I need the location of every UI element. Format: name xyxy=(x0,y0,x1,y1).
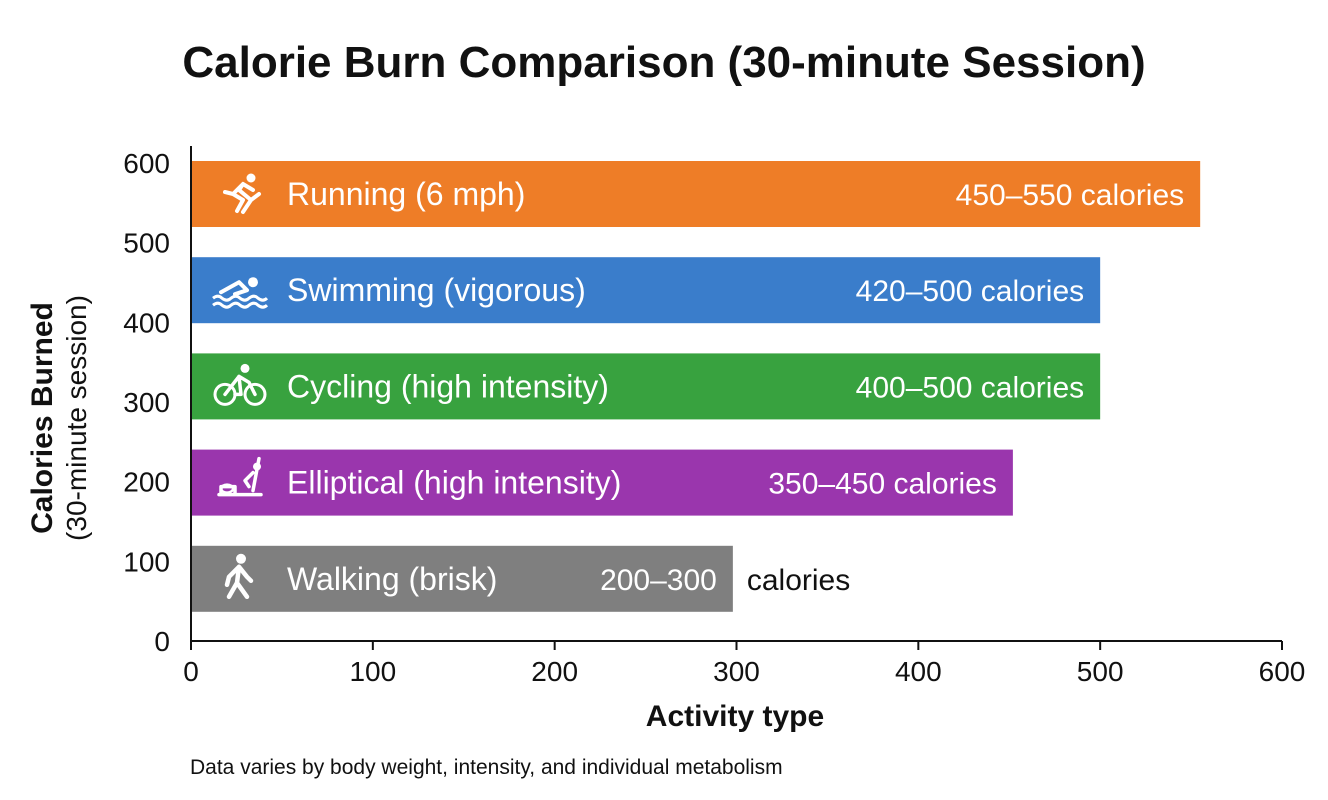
bar-value-label: 400–500 calories xyxy=(856,371,1085,404)
y-tick-label: 300 xyxy=(123,387,170,418)
bar-category-label: Cycling (high intensity) xyxy=(287,368,609,404)
bar-value-suffix: calories xyxy=(747,564,850,597)
bar-group: Swimming (vigorous) 420–500 calories xyxy=(192,257,1101,324)
x-tick-label: 600 xyxy=(1259,656,1306,687)
chart-title: Calorie Burn Comparison (30-minute Sessi… xyxy=(182,38,1146,87)
bar-value-label: 420–500 calories xyxy=(856,275,1085,308)
bar xyxy=(192,161,1201,227)
bar-value-label: 350–450 calories xyxy=(768,468,997,501)
bar-group: Walking (brisk) 200–300 calories xyxy=(192,545,850,612)
y-tick-label: 400 xyxy=(123,307,170,338)
bar xyxy=(192,449,1013,516)
swimming-icon xyxy=(212,277,269,309)
y-axis-title-sub: (30-minute session) xyxy=(61,295,92,541)
x-tick-label: 100 xyxy=(349,656,396,687)
y-tick-label: 200 xyxy=(123,467,170,498)
x-tick-label: 300 xyxy=(713,656,760,687)
bar-value-label: 200–300 xyxy=(600,564,717,597)
x-tick-label: 400 xyxy=(895,656,942,687)
bar-category-label: Running (6 mph) xyxy=(287,176,525,212)
elliptical-icon xyxy=(217,456,263,497)
footnote: Data varies by body weight, intensity, a… xyxy=(190,756,783,779)
y-axis-title: Calories Burned (30-minute session) xyxy=(26,295,94,541)
bar xyxy=(192,257,1101,324)
bar-value-label: 450–550 calories xyxy=(956,179,1185,212)
bar xyxy=(192,353,1101,420)
x-tick-label: 200 xyxy=(531,656,578,687)
bar-category-label: Walking (brisk) xyxy=(287,561,497,597)
x-tick-label: 0 xyxy=(183,656,199,687)
walking-icon xyxy=(224,553,254,600)
bar-category-label: Elliptical (high intensity) xyxy=(287,465,621,501)
bar xyxy=(192,545,733,612)
y-tick-label: 0 xyxy=(154,626,170,657)
bar-group: Running (6 mph) 450–550 calories xyxy=(192,161,1201,227)
bar-group: Cycling (high intensity) 400–500 calories xyxy=(192,353,1101,420)
bar-group: Elliptical (high intensity) 350–450 calor… xyxy=(192,449,1013,516)
y-tick-label: 100 xyxy=(123,546,170,577)
bar-category-label: Swimming (vigorous) xyxy=(287,272,586,308)
y-tick-label: 600 xyxy=(123,148,170,179)
x-tick-label: 500 xyxy=(1077,656,1124,687)
x-axis-title: Activity type xyxy=(645,700,825,733)
y-axis-title-main: Calories Burned xyxy=(26,302,59,534)
cycling-icon xyxy=(213,363,267,406)
y-tick-label: 500 xyxy=(123,228,170,259)
running-icon xyxy=(223,173,261,214)
